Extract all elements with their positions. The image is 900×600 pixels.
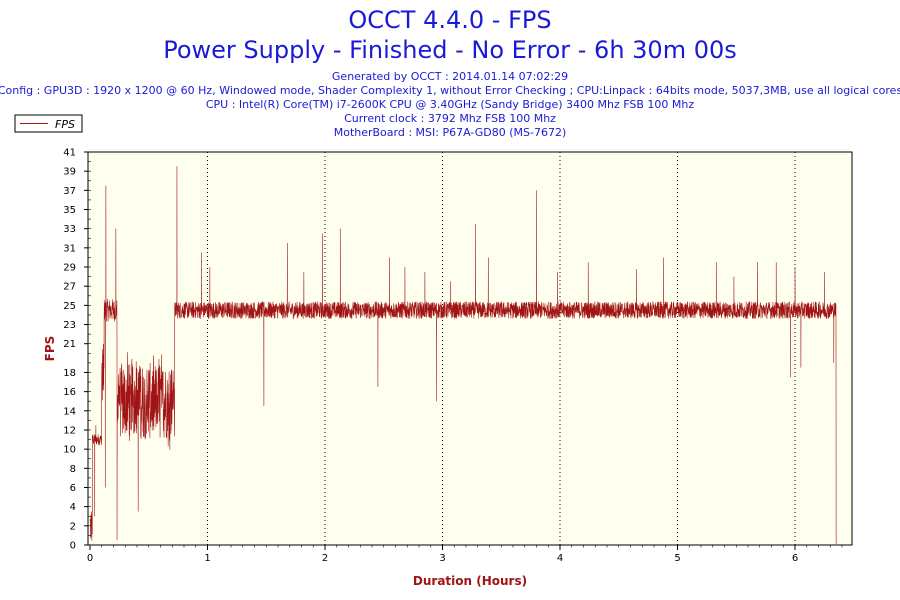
- y-tick-label: 4: [70, 502, 76, 513]
- x-axis-label: Duration (Hours): [413, 574, 527, 588]
- info-line-cpu: CPU : Intel(R) Core(TM) i7-2600K CPU @ 3…: [205, 98, 695, 111]
- y-tick-label: 37: [63, 186, 76, 197]
- y-tick-label: 35: [63, 205, 76, 216]
- y-tick-label: 29: [63, 263, 76, 274]
- y-tick-label: 2: [70, 521, 76, 532]
- y-tick-label: 16: [63, 387, 76, 398]
- x-tick-label: 6: [792, 553, 798, 564]
- x-tick-label: 3: [439, 553, 445, 564]
- legend-box: [14, 114, 83, 133]
- y-tick-label: 27: [63, 282, 76, 293]
- x-tick-label: 0: [87, 553, 93, 564]
- y-tick-label: 10: [63, 445, 76, 456]
- x-axis-ticks: 0 1 2 3 4 5 6: [87, 545, 843, 564]
- y-tick-label: 23: [63, 320, 76, 331]
- legend-label-fps: FPS: [55, 118, 75, 131]
- x-tick-label: 5: [674, 553, 680, 564]
- y-axis-ticks: 0 2 4 6 8 10 12 14 16 18 21 23 25 27 29 31 33 35 37 39 41: [63, 148, 91, 552]
- grid: [207, 152, 796, 545]
- y-tick-label: 14: [63, 406, 76, 417]
- x-tick-label: 2: [322, 553, 328, 564]
- chart-subtitle: Power Supply - Finished - No Error - 6h …: [163, 36, 737, 64]
- y-tick-label: 6: [70, 483, 76, 494]
- legend: FPS: [14, 114, 83, 133]
- y-tick-label: 25: [63, 301, 76, 312]
- plot-area: [87, 151, 853, 546]
- y-tick-label: 21: [63, 339, 76, 350]
- y-tick-label: 8: [70, 464, 76, 475]
- info-line-config: Config : GPU3D : 1920 x 1200 @ 60 Hz, Wi…: [0, 84, 900, 97]
- y-tick-label: 12: [63, 425, 76, 436]
- x-tick-label: 4: [557, 553, 563, 564]
- y-tick-label: 31: [63, 243, 76, 254]
- y-tick-label: 39: [63, 167, 76, 178]
- info-line-motherboard: MotherBoard : MSI: P67A-GD80 (MS-7672): [333, 126, 567, 139]
- series-line-fps: [89, 166, 838, 546]
- info-line-generated: Generated by OCCT : 2014.01.14 07:02:29: [331, 70, 569, 83]
- info-line-clock: Current clock : 3792 Mhz FSB 100 Mhz: [344, 112, 556, 125]
- y-tick-label: 0: [70, 541, 76, 552]
- y-axis-label: FPS: [43, 336, 57, 362]
- chart-title: OCCT 4.4.0 - FPS: [348, 6, 552, 34]
- x-tick-label: 1: [204, 553, 210, 564]
- y-tick-label: 18: [63, 368, 76, 379]
- y-tick-label: 41: [63, 148, 76, 159]
- y-tick-label: 33: [63, 224, 76, 235]
